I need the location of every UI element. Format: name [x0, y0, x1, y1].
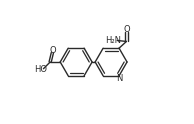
Text: O: O — [49, 46, 56, 55]
Text: H₂N: H₂N — [106, 36, 122, 45]
Text: HO: HO — [34, 65, 47, 74]
Text: O: O — [123, 25, 130, 34]
Text: N: N — [116, 74, 123, 83]
